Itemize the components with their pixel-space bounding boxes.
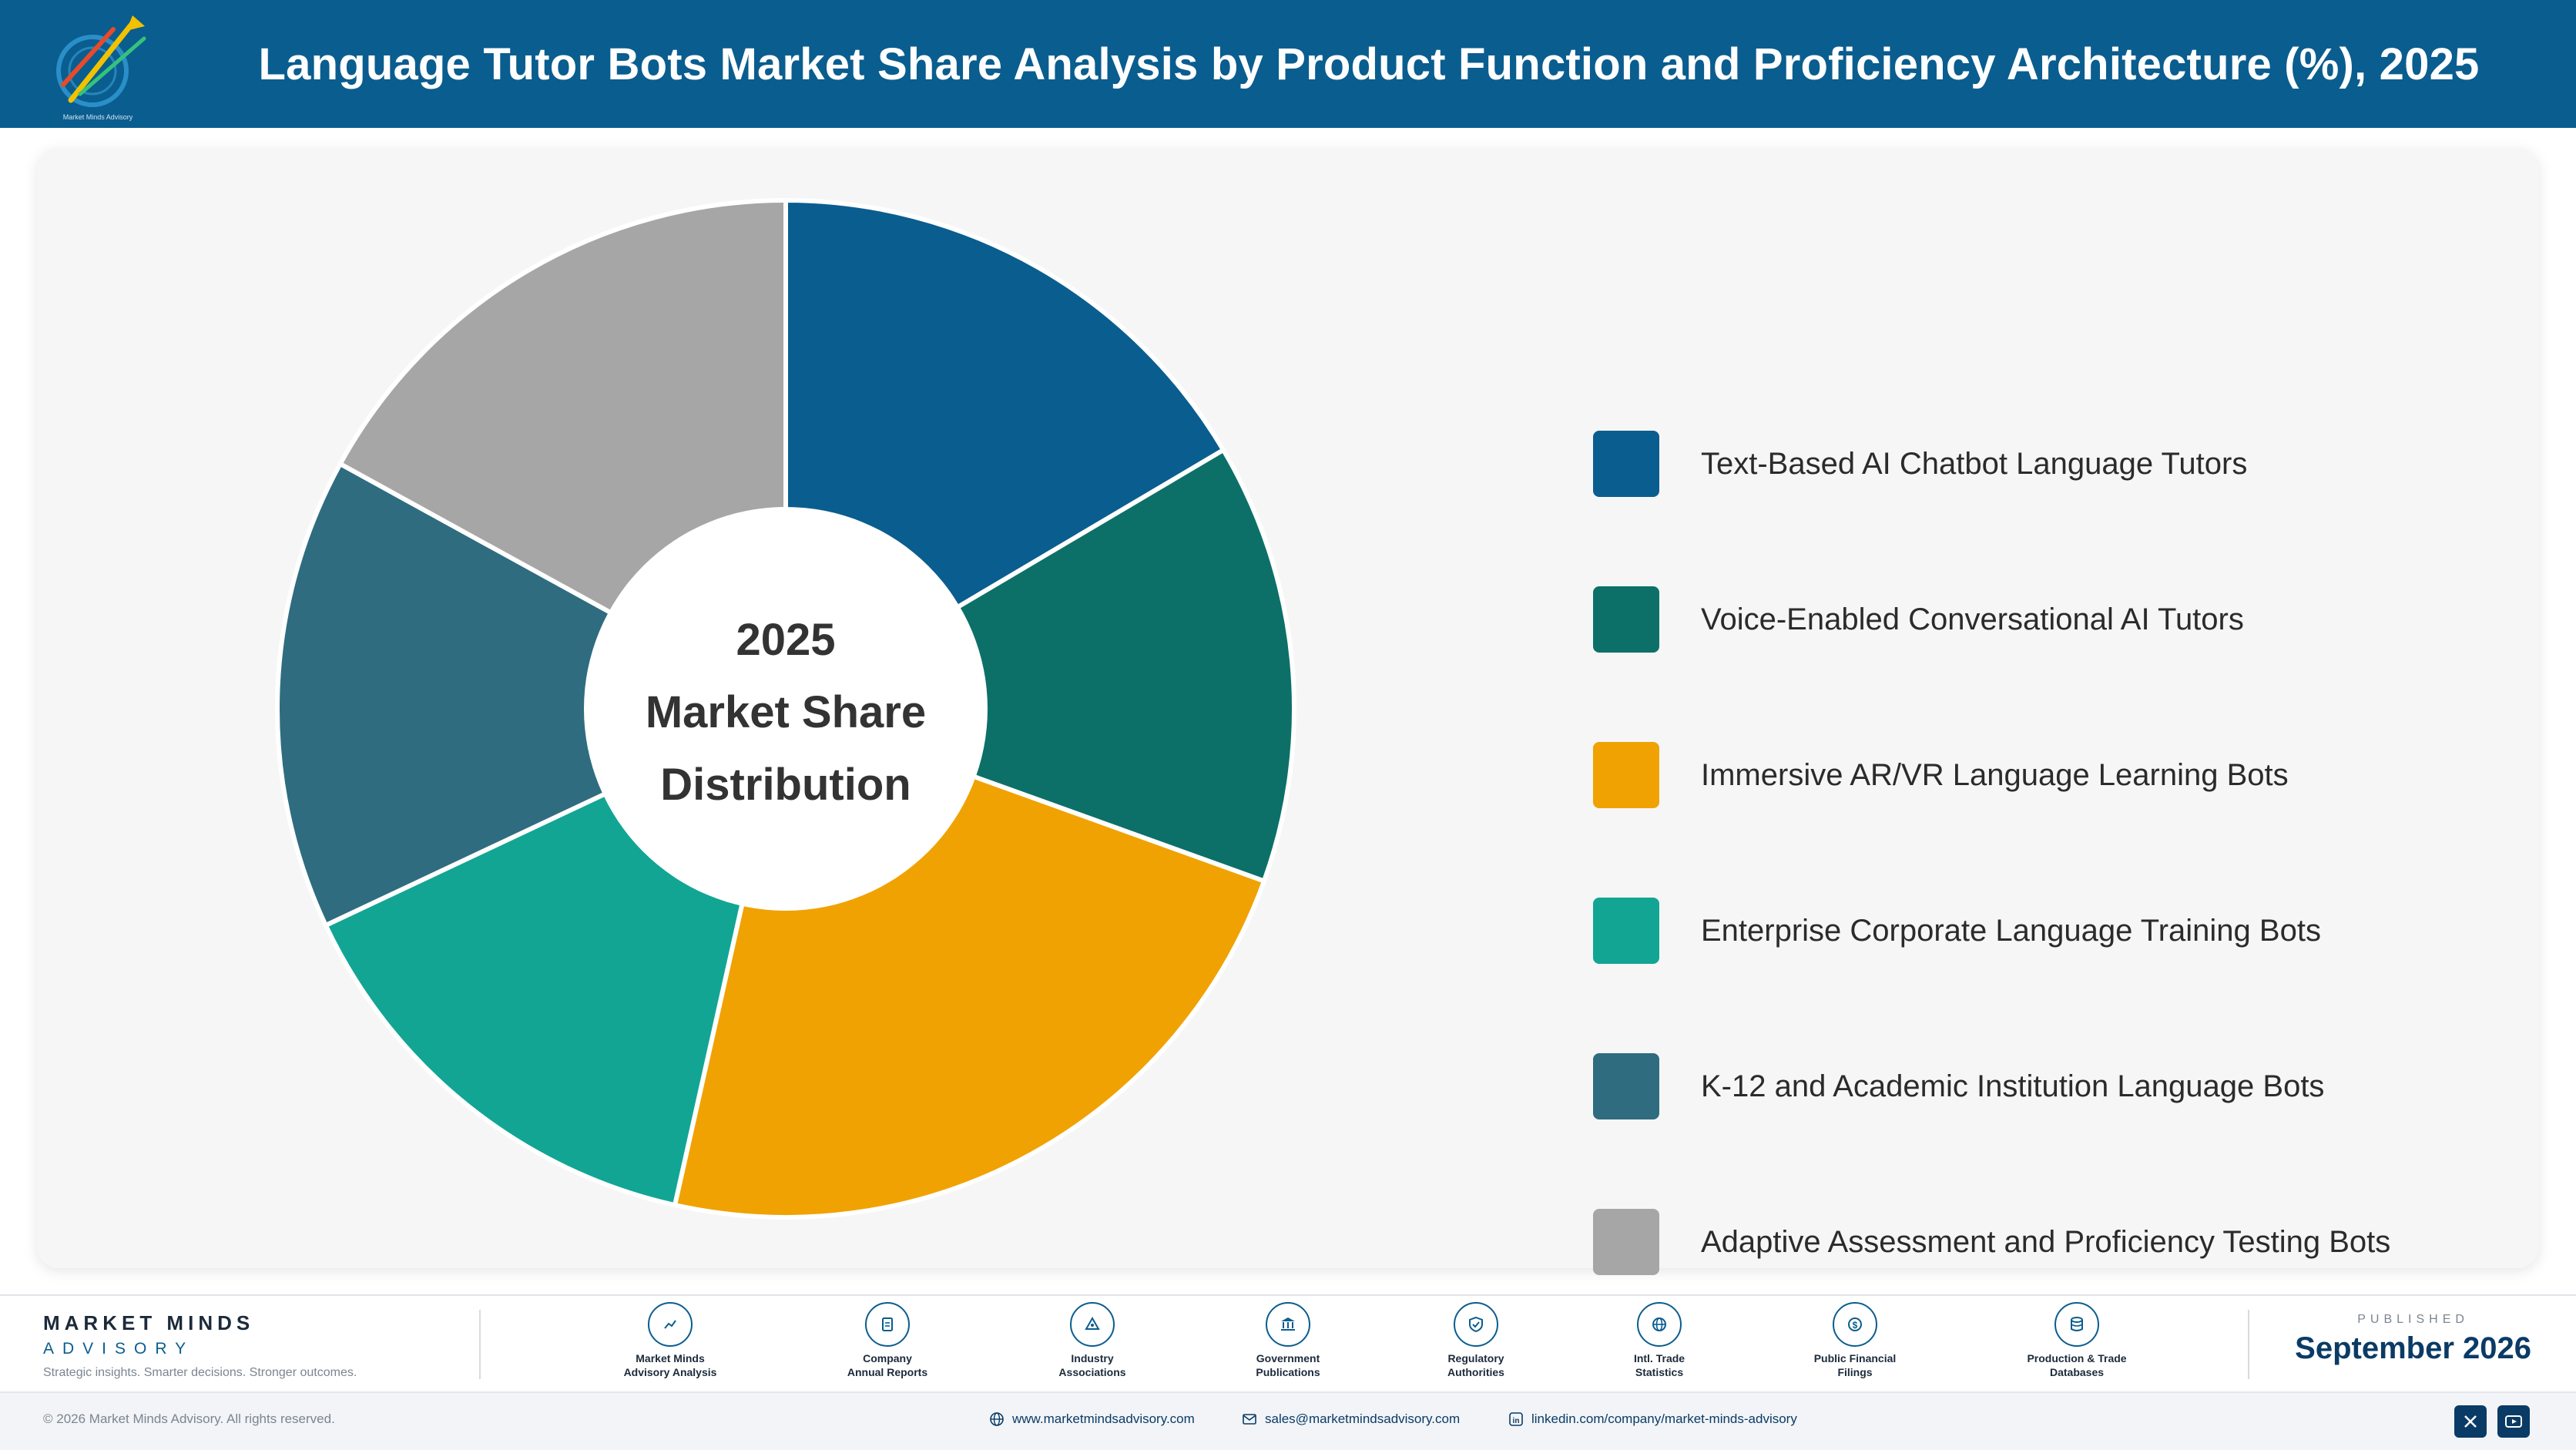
- email-text: sales@marketmindsadvisory.com: [1265, 1411, 1461, 1426]
- legend-label: Text-Based AI Chatbot Language Tutors: [1701, 446, 2248, 481]
- legend-label: K-12 and Academic Institution Language B…: [1701, 1069, 2325, 1103]
- legend-label: Enterprise Corporate Language Training B…: [1701, 913, 2321, 948]
- company-logo[interactable]: Market Minds Advisory: [40, 8, 156, 123]
- footer: MARKET MINDS ADVISORY Strategic insights…: [0, 1294, 2576, 1450]
- footer-divider: [2248, 1310, 2249, 1379]
- pie-slice[interactable]: [780, 446, 1296, 884]
- website-text: www.marketmindsadvisory.com: [1012, 1411, 1195, 1426]
- source-item: Company Annual Reports: [803, 1302, 972, 1379]
- svg-text:Market Minds Advisory: Market Minds Advisory: [63, 113, 133, 121]
- legend-label: Voice-Enabled Conversational AI Tutors: [1701, 602, 2244, 636]
- mail-icon: [1243, 1414, 1256, 1425]
- published-label: PUBLISHED: [2357, 1313, 2469, 1326]
- brand-tagline: Strategic insights. Smarter decisions. S…: [43, 1366, 357, 1379]
- shield-check-icon: [1454, 1302, 1498, 1347]
- center-label-line2: Market Share: [646, 687, 926, 737]
- legend-swatch: [1593, 898, 1659, 964]
- source-label: Production & Trade Databases: [2027, 1352, 2127, 1378]
- legend-swatch: [1593, 742, 1659, 808]
- svg-text:$: $: [1853, 1320, 1858, 1331]
- center-label-year: 2025: [736, 615, 835, 665]
- source-item: Intl. Trade Statistics: [1575, 1302, 1744, 1379]
- legend-item[interactable]: Enterprise Corporate Language Training B…: [1593, 896, 2517, 965]
- source-label: Intl. Trade Statistics: [1633, 1352, 1685, 1378]
- x-social-button[interactable]: [2454, 1405, 2487, 1438]
- globe-icon: [1637, 1302, 1682, 1347]
- center-label-line3: Distribution: [660, 760, 911, 810]
- legend-label: Adaptive Assessment and Proficiency Test…: [1701, 1224, 2391, 1259]
- legend-swatch: [1593, 586, 1659, 653]
- footer-divider: [479, 1310, 481, 1379]
- pie-slice[interactable]: [275, 460, 791, 929]
- brand-subtitle: ADVISORY: [43, 1340, 195, 1358]
- chart-line-icon: [648, 1302, 693, 1347]
- source-label: Regulatory Authorities: [1447, 1352, 1504, 1378]
- document-icon: [865, 1302, 910, 1347]
- email-link[interactable]: sales@marketmindsadvisory.com: [1242, 1411, 1460, 1427]
- header-bar: Market Minds Advisory Language Tutor Bot…: [0, 0, 2576, 128]
- legend-swatch: [1593, 431, 1659, 497]
- source-item: $ Public Financial Filings: [1770, 1302, 1940, 1379]
- linkedin-link[interactable]: in linkedin.com/company/market-minds-adv…: [1508, 1411, 1797, 1427]
- source-item: Industry Associations: [1008, 1302, 1177, 1379]
- linkedin-icon: in: [1509, 1412, 1523, 1426]
- legend-swatch: [1593, 1209, 1659, 1275]
- source-item: Regulatory Authorities: [1391, 1302, 1561, 1379]
- published-block: PUBLISHED September 2026: [2295, 1313, 2531, 1366]
- page-title: Language Tutor Bots Market Share Analysi…: [258, 39, 2480, 89]
- copyright-text: © 2026 Market Minds Advisory. All rights…: [43, 1411, 335, 1426]
- legend-item[interactable]: Voice-Enabled Conversational AI Tutors: [1593, 585, 2517, 654]
- chart-card: 2025 Market Share Distribution Text-Base…: [37, 148, 2539, 1275]
- footer-brand: MARKET MINDS ADVISORY Strategic insights…: [43, 1311, 357, 1380]
- x-logo-icon: [2464, 1415, 2477, 1428]
- source-item: Government Publications: [1203, 1302, 1373, 1379]
- network-icon: [1070, 1302, 1115, 1347]
- svg-text:in: in: [1513, 1417, 1520, 1425]
- youtube-social-button[interactable]: [2497, 1405, 2530, 1438]
- legend-swatch: [1593, 1053, 1659, 1119]
- source-label: Market Minds Advisory Analysis: [623, 1352, 717, 1378]
- sources-list: Market Minds Advisory Analysis Company An…: [539, 1302, 2127, 1388]
- source-item: Market Minds Advisory Analysis: [585, 1302, 755, 1379]
- footer-top: MARKET MINDS ADVISORY Strategic insights…: [0, 1296, 2576, 1393]
- government-building-icon: [1266, 1302, 1310, 1347]
- website-link[interactable]: www.marketmindsadvisory.com: [989, 1411, 1195, 1427]
- legend-item[interactable]: K-12 and Academic Institution Language B…: [1593, 1052, 2517, 1121]
- legend-item[interactable]: Immersive AR/VR Language Learning Bots: [1593, 740, 2517, 810]
- source-label: Government Publications: [1256, 1352, 1320, 1378]
- donut-chart: 2025 Market Share Distribution: [275, 197, 1296, 1220]
- published-date: September 2026: [2295, 1331, 2531, 1365]
- legend-item[interactable]: Adaptive Assessment and Proficiency Test…: [1593, 1207, 2517, 1277]
- linkedin-text: linkedin.com/company/market-minds-adviso…: [1531, 1411, 1797, 1426]
- dollar-coin-icon: $: [1833, 1302, 1877, 1347]
- youtube-icon: [2505, 1415, 2522, 1428]
- database-icon: [2054, 1302, 2099, 1347]
- donut-center: [584, 507, 988, 911]
- footer-bottom: © 2026 Market Minds Advisory. All rights…: [0, 1395, 2576, 1450]
- brand-name: MARKET MINDS: [43, 1311, 255, 1334]
- source-label: Public Financial Filings: [1813, 1352, 1897, 1378]
- source-item: Production & Trade Databases: [1992, 1302, 2162, 1379]
- source-label: Industry Associations: [1058, 1352, 1126, 1378]
- legend-label: Immersive AR/VR Language Learning Bots: [1701, 757, 2289, 792]
- source-label: Company Annual Reports: [847, 1352, 928, 1378]
- globe-icon: [990, 1412, 1004, 1426]
- legend-item[interactable]: Text-Based AI Chatbot Language Tutors: [1593, 429, 2517, 498]
